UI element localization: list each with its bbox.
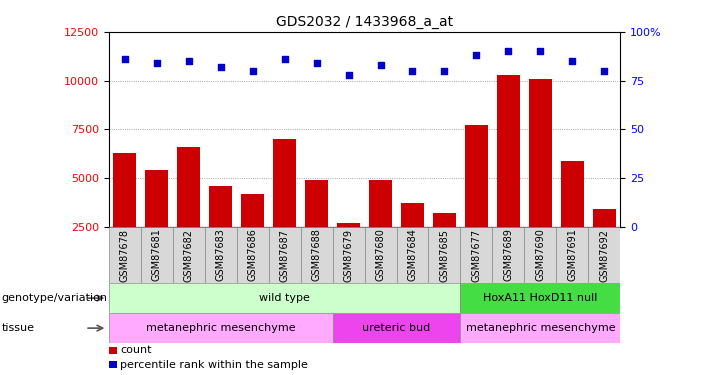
Point [439,68,450,74]
Bar [401,204,423,276]
Point [375,62,386,68]
Bar [210,186,232,276]
Bar [205,227,237,283]
Bar [428,227,461,283]
Point [503,48,514,54]
Text: GSM87692: GSM87692 [599,228,609,282]
Bar [461,313,620,343]
Bar [529,79,552,276]
Text: GSM87678: GSM87678 [120,228,130,282]
Point [119,56,130,62]
Bar [306,180,328,276]
Text: GSM87688: GSM87688 [311,228,322,281]
Bar [461,283,620,313]
Bar [397,227,428,283]
Bar [109,227,141,283]
Text: GSM87681: GSM87681 [151,228,162,281]
Bar [268,227,301,283]
Text: HoxA11 HoxD11 null: HoxA11 HoxD11 null [483,293,598,303]
Bar [109,361,117,368]
Text: metanephric mesenchyme: metanephric mesenchyme [465,323,615,333]
Bar [141,227,172,283]
Text: GSM87685: GSM87685 [440,228,449,282]
Bar [172,227,205,283]
Text: wild type: wild type [259,293,310,303]
Bar [109,346,117,354]
Bar [337,223,360,276]
Text: metanephric mesenchyme: metanephric mesenchyme [146,323,295,333]
Bar [237,227,268,283]
Text: ureteric bud: ureteric bud [362,323,430,333]
Bar [465,126,488,276]
Text: GSM87689: GSM87689 [503,228,513,281]
Text: tissue: tissue [1,323,34,333]
Bar [114,153,136,276]
Point [215,64,226,70]
Text: GSM87684: GSM87684 [407,228,418,281]
Bar [562,160,584,276]
Bar [433,213,456,276]
Text: GSM87677: GSM87677 [472,228,482,282]
Title: GDS2032 / 1433968_a_at: GDS2032 / 1433968_a_at [276,15,453,30]
Bar [493,227,524,283]
Text: GSM87682: GSM87682 [184,228,193,282]
Bar [109,313,332,343]
Point [535,48,546,54]
Point [407,68,418,74]
Text: GSM87686: GSM87686 [247,228,257,281]
Bar [497,75,519,276]
Bar [332,313,461,343]
Point [343,72,354,78]
Text: genotype/variation: genotype/variation [1,293,107,303]
Point [247,68,258,74]
Bar [241,194,264,276]
Bar [369,180,392,276]
Text: GSM87680: GSM87680 [376,228,386,281]
Point [567,58,578,64]
Point [599,68,610,74]
Bar [557,227,588,283]
Bar [461,227,492,283]
Bar [524,227,557,283]
Bar [588,227,620,283]
Bar [273,139,296,276]
Point [183,58,194,64]
Bar [177,147,200,276]
Text: percentile rank within the sample: percentile rank within the sample [120,360,308,369]
Point [471,52,482,58]
Point [151,60,162,66]
Text: GSM87687: GSM87687 [280,228,290,282]
Bar [109,283,461,313]
Point [279,56,290,62]
Bar [145,170,168,276]
Text: GSM87683: GSM87683 [216,228,226,281]
Text: GSM87691: GSM87691 [567,228,578,281]
Bar [332,227,365,283]
Point [311,60,322,66]
Bar [593,209,615,276]
Bar [301,227,332,283]
Text: count: count [120,345,151,355]
Bar [365,227,397,283]
Text: GSM87690: GSM87690 [536,228,545,281]
Text: GSM87679: GSM87679 [343,228,353,282]
